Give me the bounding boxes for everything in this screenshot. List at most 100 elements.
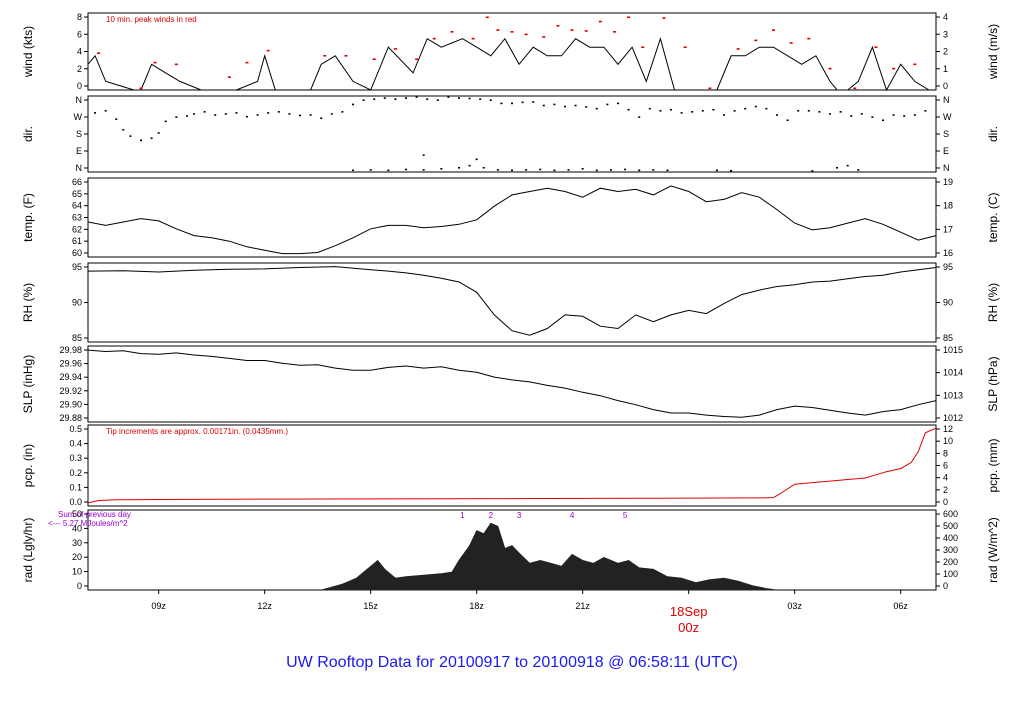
- left-tick-label: 63: [72, 213, 82, 223]
- right-tick-label: 6: [943, 461, 948, 471]
- direction-point: [542, 104, 545, 107]
- direction-point: [475, 158, 478, 161]
- right-tick-label: W: [943, 112, 952, 122]
- y-axis-label-left: RH (%): [21, 283, 35, 322]
- direction-point: [94, 112, 97, 114]
- direction-point: [140, 139, 142, 142]
- left-tick-label: 0.3: [69, 453, 82, 463]
- direction-point: [860, 113, 863, 115]
- y-axis-label-left: pcp. (in): [21, 444, 35, 487]
- wind-point: [245, 61, 249, 64]
- precip-annotation: Tip increments are approx. 0.00171in. (0…: [106, 427, 288, 436]
- direction-point: [496, 169, 499, 171]
- y-axis-label-left: dir.: [21, 126, 35, 142]
- direction-point: [715, 169, 718, 172]
- wind-point: [432, 37, 436, 40]
- direction-point: [913, 114, 916, 116]
- direction-point: [648, 107, 651, 110]
- direction-point: [288, 113, 291, 115]
- direction-point: [567, 169, 570, 171]
- direction-point: [564, 105, 566, 108]
- right-tick-label: 200: [943, 557, 958, 567]
- right-tick-label: N: [943, 95, 950, 105]
- direction-point: [214, 114, 217, 116]
- direction-point: [122, 128, 125, 131]
- direction-point: [185, 115, 188, 117]
- direction-point: [666, 169, 669, 172]
- direction-point: [574, 104, 577, 107]
- direction-point: [595, 169, 598, 172]
- direction-point: [468, 164, 471, 167]
- wind-point: [524, 33, 528, 36]
- direction-point: [369, 169, 372, 171]
- direction-point: [246, 115, 248, 118]
- wind-point: [641, 46, 645, 49]
- direction-point: [829, 113, 831, 115]
- right-tick-label: 1012: [943, 413, 963, 423]
- wind-point: [372, 58, 376, 60]
- direction-point: [807, 109, 810, 112]
- wind-point: [853, 87, 857, 90]
- direction-point: [659, 109, 662, 112]
- wind-point: [627, 16, 631, 19]
- direction-point: [553, 103, 556, 106]
- direction-point: [624, 168, 627, 171]
- direction-point: [277, 111, 280, 113]
- right-tick-label: 3: [943, 29, 948, 39]
- left-tick-label: 29.88: [59, 413, 82, 423]
- direction-point: [595, 107, 598, 110]
- right-tick-label: 16: [943, 248, 953, 258]
- x-tick-label: 15z: [363, 601, 378, 611]
- right-tick-label: 2: [943, 47, 948, 57]
- direction-point: [723, 114, 725, 116]
- y-axis-label-right: dir.: [986, 126, 1000, 142]
- left-tick-label: 6: [77, 29, 82, 39]
- direction-point: [903, 115, 906, 117]
- direction-point: [235, 112, 238, 114]
- direction-point: [521, 101, 524, 104]
- left-tick-label: 65: [72, 189, 82, 199]
- direction-point: [680, 112, 683, 114]
- direction-point: [341, 111, 344, 113]
- direction-point: [362, 99, 365, 102]
- direction-point: [352, 103, 354, 106]
- direction-point: [585, 106, 588, 108]
- x-tick-label: 12z: [257, 601, 272, 611]
- left-tick-label: 30: [72, 538, 82, 548]
- direction-point: [730, 169, 733, 172]
- left-tick-label: 50: [72, 509, 82, 519]
- wind-annotation: 10 min. peak winds in red: [106, 15, 197, 24]
- direction-point: [440, 168, 443, 170]
- direction-point: [458, 97, 460, 99]
- direction-point: [871, 116, 874, 118]
- panel-frame: [87, 95, 937, 173]
- direction-point: [193, 113, 195, 115]
- wind-point: [598, 20, 602, 23]
- y-axis-label-left: SLP (inHg): [21, 355, 35, 413]
- left-tick-label: 0.4: [69, 439, 82, 449]
- direction-point: [415, 96, 418, 98]
- direction-point: [422, 169, 425, 171]
- y-axis-label-right: temp. (C): [986, 192, 1000, 242]
- direction-point: [373, 98, 376, 100]
- direction-point: [267, 112, 270, 114]
- wind-point: [450, 31, 454, 33]
- direction-point: [330, 113, 333, 115]
- panel-wind: 0 2 4 6 8 0 1 2 3 4 wind (kts) wind (m/s) 10 min. pe…: [21, 12, 1000, 92]
- right-tick-label: 1: [943, 64, 948, 74]
- right-tick-label: 0: [943, 581, 948, 591]
- left-tick-label: 20: [72, 552, 82, 562]
- left-tick-label: 85: [72, 333, 82, 343]
- wind-point: [485, 16, 489, 19]
- right-tick-label: 8: [943, 448, 948, 458]
- direction-point: [638, 116, 641, 118]
- direction-point: [701, 109, 704, 112]
- wind-point: [323, 54, 327, 57]
- wind-point: [97, 52, 101, 55]
- left-tick-label: N: [76, 95, 83, 105]
- wind-point: [496, 29, 500, 31]
- direction-point: [836, 166, 839, 169]
